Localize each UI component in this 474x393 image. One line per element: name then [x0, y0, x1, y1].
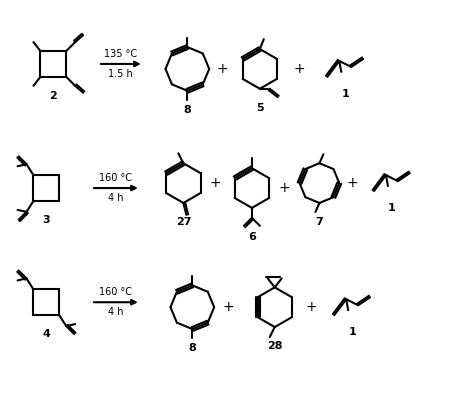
- Text: 8: 8: [183, 105, 191, 115]
- Text: +: +: [279, 181, 291, 195]
- Text: 160 °C: 160 °C: [100, 287, 132, 298]
- Text: 1: 1: [348, 327, 356, 337]
- Text: 1.5 h: 1.5 h: [109, 69, 133, 79]
- Text: 4: 4: [42, 329, 50, 339]
- Text: +: +: [222, 300, 234, 314]
- Text: 135 °C: 135 °C: [104, 49, 137, 59]
- Text: 5: 5: [256, 103, 264, 113]
- Text: +: +: [210, 176, 221, 190]
- Text: 1: 1: [341, 89, 349, 99]
- Text: 8: 8: [189, 343, 196, 353]
- Text: 6: 6: [248, 232, 256, 242]
- Text: 3: 3: [43, 215, 50, 225]
- Text: +: +: [306, 300, 317, 314]
- Text: 28: 28: [267, 341, 283, 351]
- Text: +: +: [216, 62, 228, 76]
- Text: 7: 7: [316, 217, 323, 227]
- Text: +: +: [294, 62, 305, 76]
- Text: 1: 1: [388, 203, 396, 213]
- Text: +: +: [346, 176, 358, 190]
- Text: 2: 2: [49, 91, 57, 101]
- Text: 4 h: 4 h: [108, 193, 124, 203]
- Text: 27: 27: [176, 217, 191, 227]
- Text: 4 h: 4 h: [108, 307, 124, 317]
- Text: 160 °C: 160 °C: [100, 173, 132, 183]
